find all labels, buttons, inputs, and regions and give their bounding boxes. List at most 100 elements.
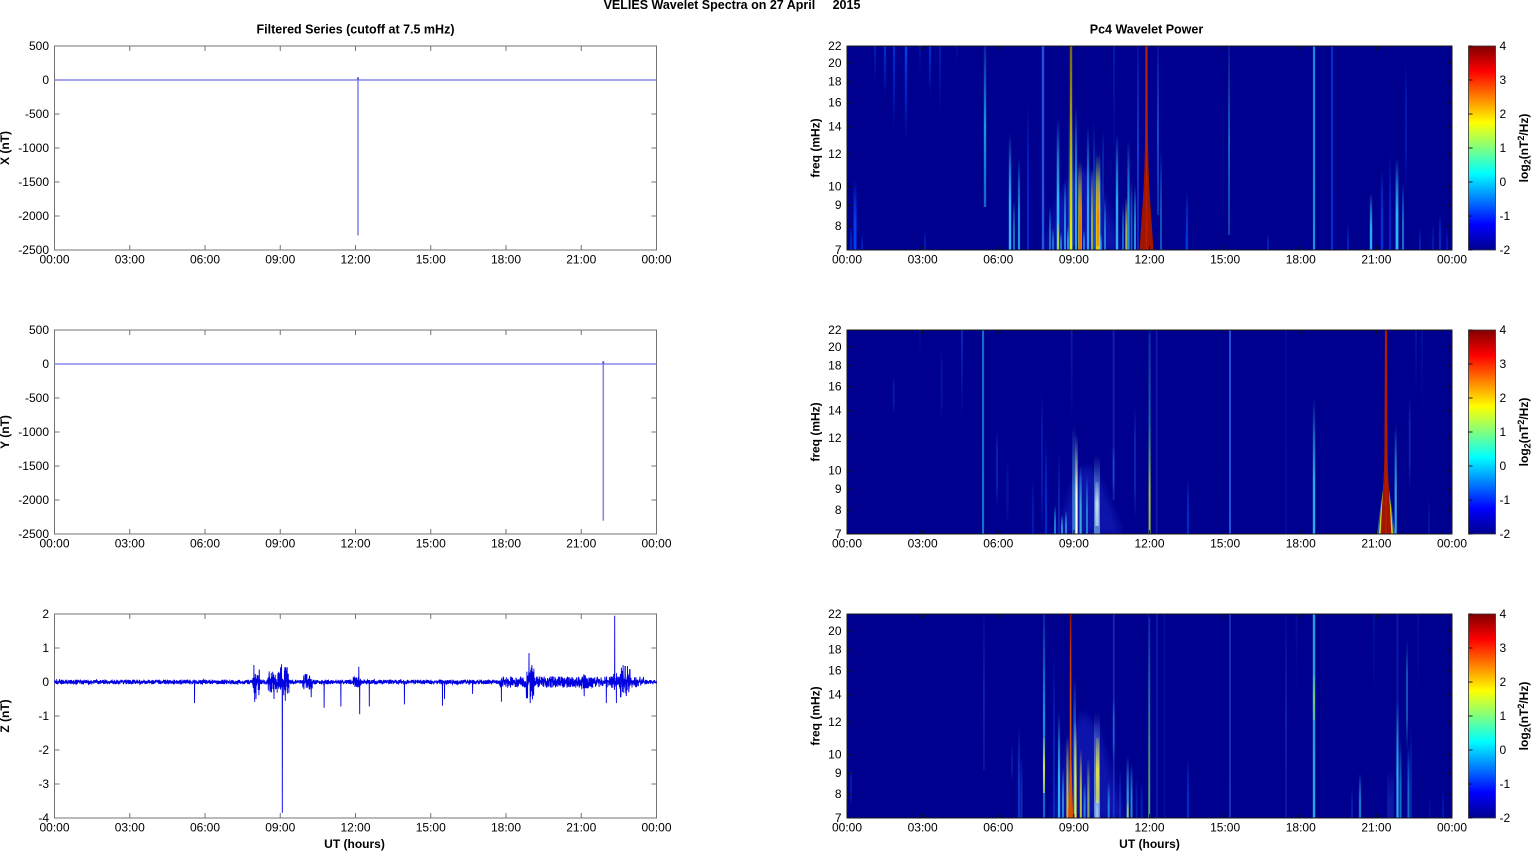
svg-text:UT (hours): UT (hours) [1119, 837, 1180, 851]
svg-text:-500: -500 [25, 391, 49, 405]
svg-text:18:00: 18:00 [1286, 537, 1316, 551]
svg-text:06:00: 06:00 [190, 253, 220, 267]
svg-text:UT (hours): UT (hours) [324, 837, 385, 851]
svg-text:12: 12 [828, 147, 842, 161]
svg-text:18:00: 18:00 [1286, 253, 1316, 267]
svg-text:18:00: 18:00 [491, 253, 521, 267]
svg-text:Filtered Series (cutoff at 7.5: Filtered Series (cutoff at 7.5 mHz) [257, 23, 455, 37]
svg-text:-1000: -1000 [18, 141, 49, 155]
svg-text:15:00: 15:00 [416, 253, 446, 267]
svg-text:0: 0 [42, 73, 49, 87]
svg-text:0: 0 [1500, 459, 1507, 473]
svg-text:10: 10 [828, 463, 842, 477]
svg-text:09:00: 09:00 [1059, 537, 1089, 551]
svg-text:10: 10 [828, 747, 842, 761]
svg-text:15:00: 15:00 [1210, 253, 1240, 267]
svg-text:-2: -2 [1500, 527, 1511, 541]
svg-text:1: 1 [1500, 425, 1507, 439]
svg-text:-1500: -1500 [18, 175, 49, 189]
svg-text:-2000: -2000 [18, 493, 49, 507]
svg-text:21:00: 21:00 [566, 821, 596, 835]
svg-text:12:00: 12:00 [340, 253, 370, 267]
svg-text:03:00: 03:00 [908, 253, 938, 267]
svg-text:20: 20 [828, 340, 842, 354]
svg-text:21:00: 21:00 [566, 537, 596, 551]
svg-text:06:00: 06:00 [983, 253, 1013, 267]
svg-text:03:00: 03:00 [908, 537, 938, 551]
svg-text:09:00: 09:00 [265, 253, 295, 267]
svg-text:09:00: 09:00 [1059, 821, 1089, 835]
svg-text:X (nT): X (nT) [0, 131, 12, 165]
svg-text:2: 2 [1500, 391, 1507, 405]
svg-text:00:00: 00:00 [39, 253, 69, 267]
svg-text:22: 22 [828, 607, 842, 621]
svg-text:14: 14 [828, 120, 842, 134]
svg-text:00:00: 00:00 [641, 253, 671, 267]
svg-text:16: 16 [828, 664, 842, 678]
svg-text:00:00: 00:00 [39, 537, 69, 551]
svg-text:-2000: -2000 [18, 209, 49, 223]
svg-text:12:00: 12:00 [1134, 253, 1164, 267]
svg-text:9: 9 [835, 482, 842, 496]
svg-text:2: 2 [1500, 107, 1507, 121]
svg-text:Pc4 Wavelet Power: Pc4 Wavelet Power [1090, 23, 1204, 37]
svg-text:00:00: 00:00 [641, 821, 671, 835]
svg-text:7: 7 [835, 811, 842, 825]
svg-text:00:00: 00:00 [1437, 253, 1467, 267]
svg-text:03:00: 03:00 [115, 537, 145, 551]
svg-text:1: 1 [1500, 709, 1507, 723]
svg-text:06:00: 06:00 [190, 537, 220, 551]
svg-text:00:00: 00:00 [832, 537, 862, 551]
svg-text:500: 500 [29, 323, 49, 337]
svg-text:03:00: 03:00 [115, 253, 145, 267]
svg-text:06:00: 06:00 [190, 821, 220, 835]
svg-text:09:00: 09:00 [265, 821, 295, 835]
svg-text:1: 1 [42, 641, 49, 655]
svg-text:log2(nT2/Hz): log2(nT2/Hz) [1516, 114, 1533, 183]
svg-text:18: 18 [828, 643, 842, 657]
svg-text:0: 0 [42, 357, 49, 371]
svg-text:Z (nT): Z (nT) [0, 699, 12, 732]
svg-text:4: 4 [1500, 323, 1507, 337]
svg-text:21:00: 21:00 [1361, 253, 1391, 267]
svg-text:-1: -1 [1500, 777, 1511, 791]
svg-text:16: 16 [828, 380, 842, 394]
svg-text:12:00: 12:00 [340, 537, 370, 551]
svg-text:freq (mHz): freq (mHz) [809, 402, 823, 461]
svg-text:15:00: 15:00 [1210, 537, 1240, 551]
svg-text:21:00: 21:00 [1361, 821, 1391, 835]
svg-text:0: 0 [42, 675, 49, 689]
svg-text:-1500: -1500 [18, 459, 49, 473]
svg-text:-2: -2 [38, 743, 49, 757]
svg-text:16: 16 [828, 96, 842, 110]
svg-text:freq (mHz): freq (mHz) [809, 118, 823, 177]
svg-text:21:00: 21:00 [1361, 537, 1391, 551]
svg-text:-2: -2 [1500, 243, 1511, 257]
svg-text:12:00: 12:00 [1134, 537, 1164, 551]
svg-text:03:00: 03:00 [908, 821, 938, 835]
svg-text:3: 3 [1500, 641, 1507, 655]
svg-text:00:00: 00:00 [39, 821, 69, 835]
svg-text:500: 500 [29, 39, 49, 53]
svg-text:00:00: 00:00 [641, 537, 671, 551]
svg-text:14: 14 [828, 688, 842, 702]
svg-text:-1: -1 [1500, 493, 1511, 507]
svg-text:00:00: 00:00 [1437, 821, 1467, 835]
svg-text:VELIES Wavelet Spectra on 27 A: VELIES Wavelet Spectra on 27 April 2015 [604, 0, 861, 12]
svg-text:-4: -4 [38, 811, 49, 825]
svg-text:7: 7 [835, 243, 842, 257]
svg-text:9: 9 [835, 766, 842, 780]
svg-text:0: 0 [1500, 743, 1507, 757]
svg-text:22: 22 [828, 39, 842, 53]
svg-text:-1000: -1000 [18, 425, 49, 439]
svg-text:12: 12 [828, 715, 842, 729]
svg-text:-1: -1 [38, 709, 49, 723]
svg-text:2: 2 [42, 607, 49, 621]
svg-text:15:00: 15:00 [416, 537, 446, 551]
svg-text:00:00: 00:00 [1437, 537, 1467, 551]
svg-text:06:00: 06:00 [983, 537, 1013, 551]
svg-text:21:00: 21:00 [566, 253, 596, 267]
svg-text:15:00: 15:00 [416, 821, 446, 835]
svg-text:18: 18 [828, 359, 842, 373]
svg-text:8: 8 [835, 219, 842, 233]
